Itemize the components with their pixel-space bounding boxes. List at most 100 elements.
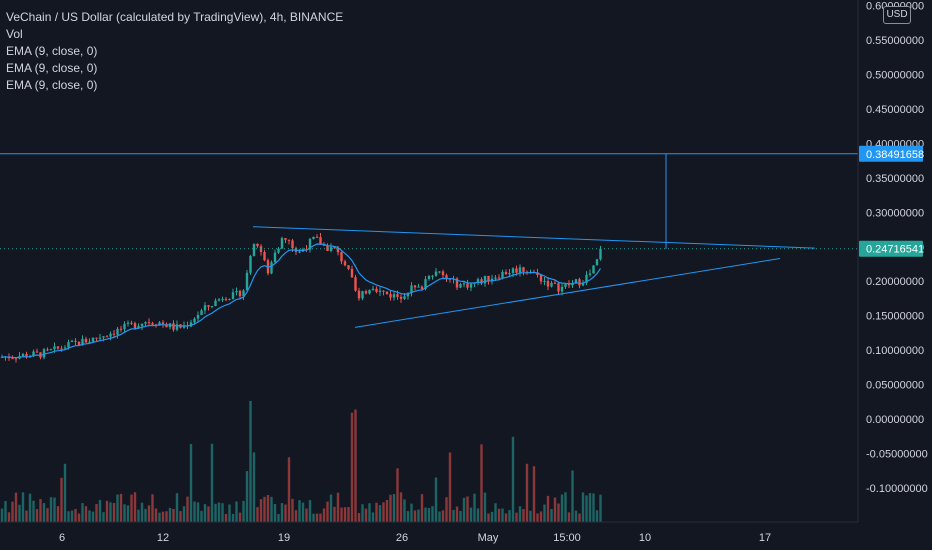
price-tick-label: 0.20000000 — [866, 276, 924, 288]
volume-bar — [466, 496, 469, 522]
volume-bar — [186, 496, 189, 522]
candle-body — [280, 238, 284, 249]
price-axis: 0.600000000.550000000.500000000.45000000… — [857, 0, 928, 522]
candle-body — [242, 290, 245, 297]
candle-body — [347, 265, 350, 269]
volume-bar — [63, 463, 67, 522]
volume-bar — [210, 443, 214, 522]
volume-bar — [515, 512, 518, 522]
candle-body — [217, 299, 221, 301]
candle-body — [235, 291, 238, 293]
volume-bar — [539, 511, 543, 522]
candle-body — [112, 333, 116, 335]
volume-bar — [455, 506, 459, 522]
volume-bar — [7, 512, 11, 522]
volume-bar — [518, 506, 522, 522]
volume-bar — [508, 510, 511, 522]
candle-body — [476, 279, 480, 283]
candle-body — [319, 237, 322, 245]
candle-body — [116, 328, 119, 335]
volume-bar — [329, 494, 333, 522]
candle-body — [189, 322, 193, 327]
volume-bar — [126, 505, 130, 522]
ema-indicator-2[interactable]: EMA (9, close, 0) — [6, 61, 98, 75]
symbol-title[interactable]: VeChain / US Dollar (calculated by Tradi… — [6, 10, 344, 24]
volume-bar — [581, 492, 585, 522]
last-price-label: 0.24716541 — [866, 244, 924, 256]
candle-body — [182, 325, 186, 328]
candle-body — [200, 310, 203, 315]
volume-bar — [427, 508, 431, 522]
volume-bar — [326, 501, 329, 522]
candle-body — [581, 282, 585, 286]
volume-bar — [406, 511, 410, 522]
volume-bar — [301, 502, 305, 522]
candle-body — [508, 272, 511, 275]
volume-bar — [473, 493, 476, 522]
candle-body — [74, 340, 77, 342]
volume-bar — [154, 508, 158, 522]
candle-body — [308, 238, 312, 250]
candle-body — [46, 349, 49, 351]
candle-body — [585, 274, 588, 283]
candle-body — [91, 337, 95, 342]
candle-body — [273, 252, 277, 263]
candle-body — [252, 243, 256, 256]
volume-bar — [595, 510, 599, 522]
volume-bar — [504, 513, 508, 522]
volume-bar — [277, 513, 280, 522]
volume-bar — [438, 511, 441, 522]
candle-body — [431, 275, 434, 277]
volume-bar — [287, 457, 291, 522]
volume-bar — [189, 444, 193, 522]
candle-body — [385, 291, 389, 295]
time-tick-label: 17 — [759, 532, 771, 544]
volume-bar — [172, 508, 175, 522]
candle-body — [81, 338, 84, 346]
volume-bar — [179, 511, 182, 522]
candle-body — [119, 328, 123, 330]
vol-indicator[interactable]: Vol — [6, 27, 23, 41]
volume-bar — [11, 501, 14, 522]
volume-bar — [459, 510, 462, 522]
candle-body — [578, 279, 581, 286]
candle-body — [238, 291, 242, 297]
volume-bar — [424, 507, 427, 522]
candle-body — [193, 318, 196, 323]
volume-bar — [298, 500, 301, 522]
price-tick-label: 0.45000000 — [866, 104, 924, 116]
volume-bar — [350, 412, 354, 522]
ema-indicator-3[interactable]: EMA (9, close, 0) — [6, 78, 98, 92]
candle-body — [546, 280, 550, 287]
candle-body — [21, 353, 25, 357]
volume-bar — [567, 512, 571, 522]
volume-bar — [501, 508, 504, 522]
candle-body — [95, 337, 98, 339]
volume-bar — [0, 508, 4, 522]
ema-indicator-1[interactable]: EMA (9, close, 0) — [6, 44, 98, 58]
volume-bar — [217, 502, 221, 522]
volume-bar — [448, 452, 452, 522]
volume-bar — [42, 503, 46, 522]
volume-bar — [196, 502, 200, 522]
volume-bar — [102, 512, 105, 522]
volume-bar — [368, 503, 371, 522]
volume-bar — [361, 504, 364, 522]
candle-body — [424, 279, 427, 289]
candle-body — [147, 322, 151, 324]
candle-body — [515, 268, 518, 273]
triangle-drawing — [0, 153, 858, 328]
currency-button[interactable]: USD — [883, 6, 911, 24]
candle-body — [375, 288, 378, 292]
volume-bar — [151, 494, 154, 522]
candle-body — [291, 240, 294, 249]
candle-body — [172, 323, 175, 330]
candle-body — [214, 300, 217, 307]
candle-body — [133, 323, 137, 329]
candle-body — [539, 274, 543, 282]
candle-body — [354, 277, 357, 291]
volume-bar — [333, 506, 336, 522]
volume-bar — [39, 499, 42, 522]
volume-bar — [413, 510, 417, 522]
